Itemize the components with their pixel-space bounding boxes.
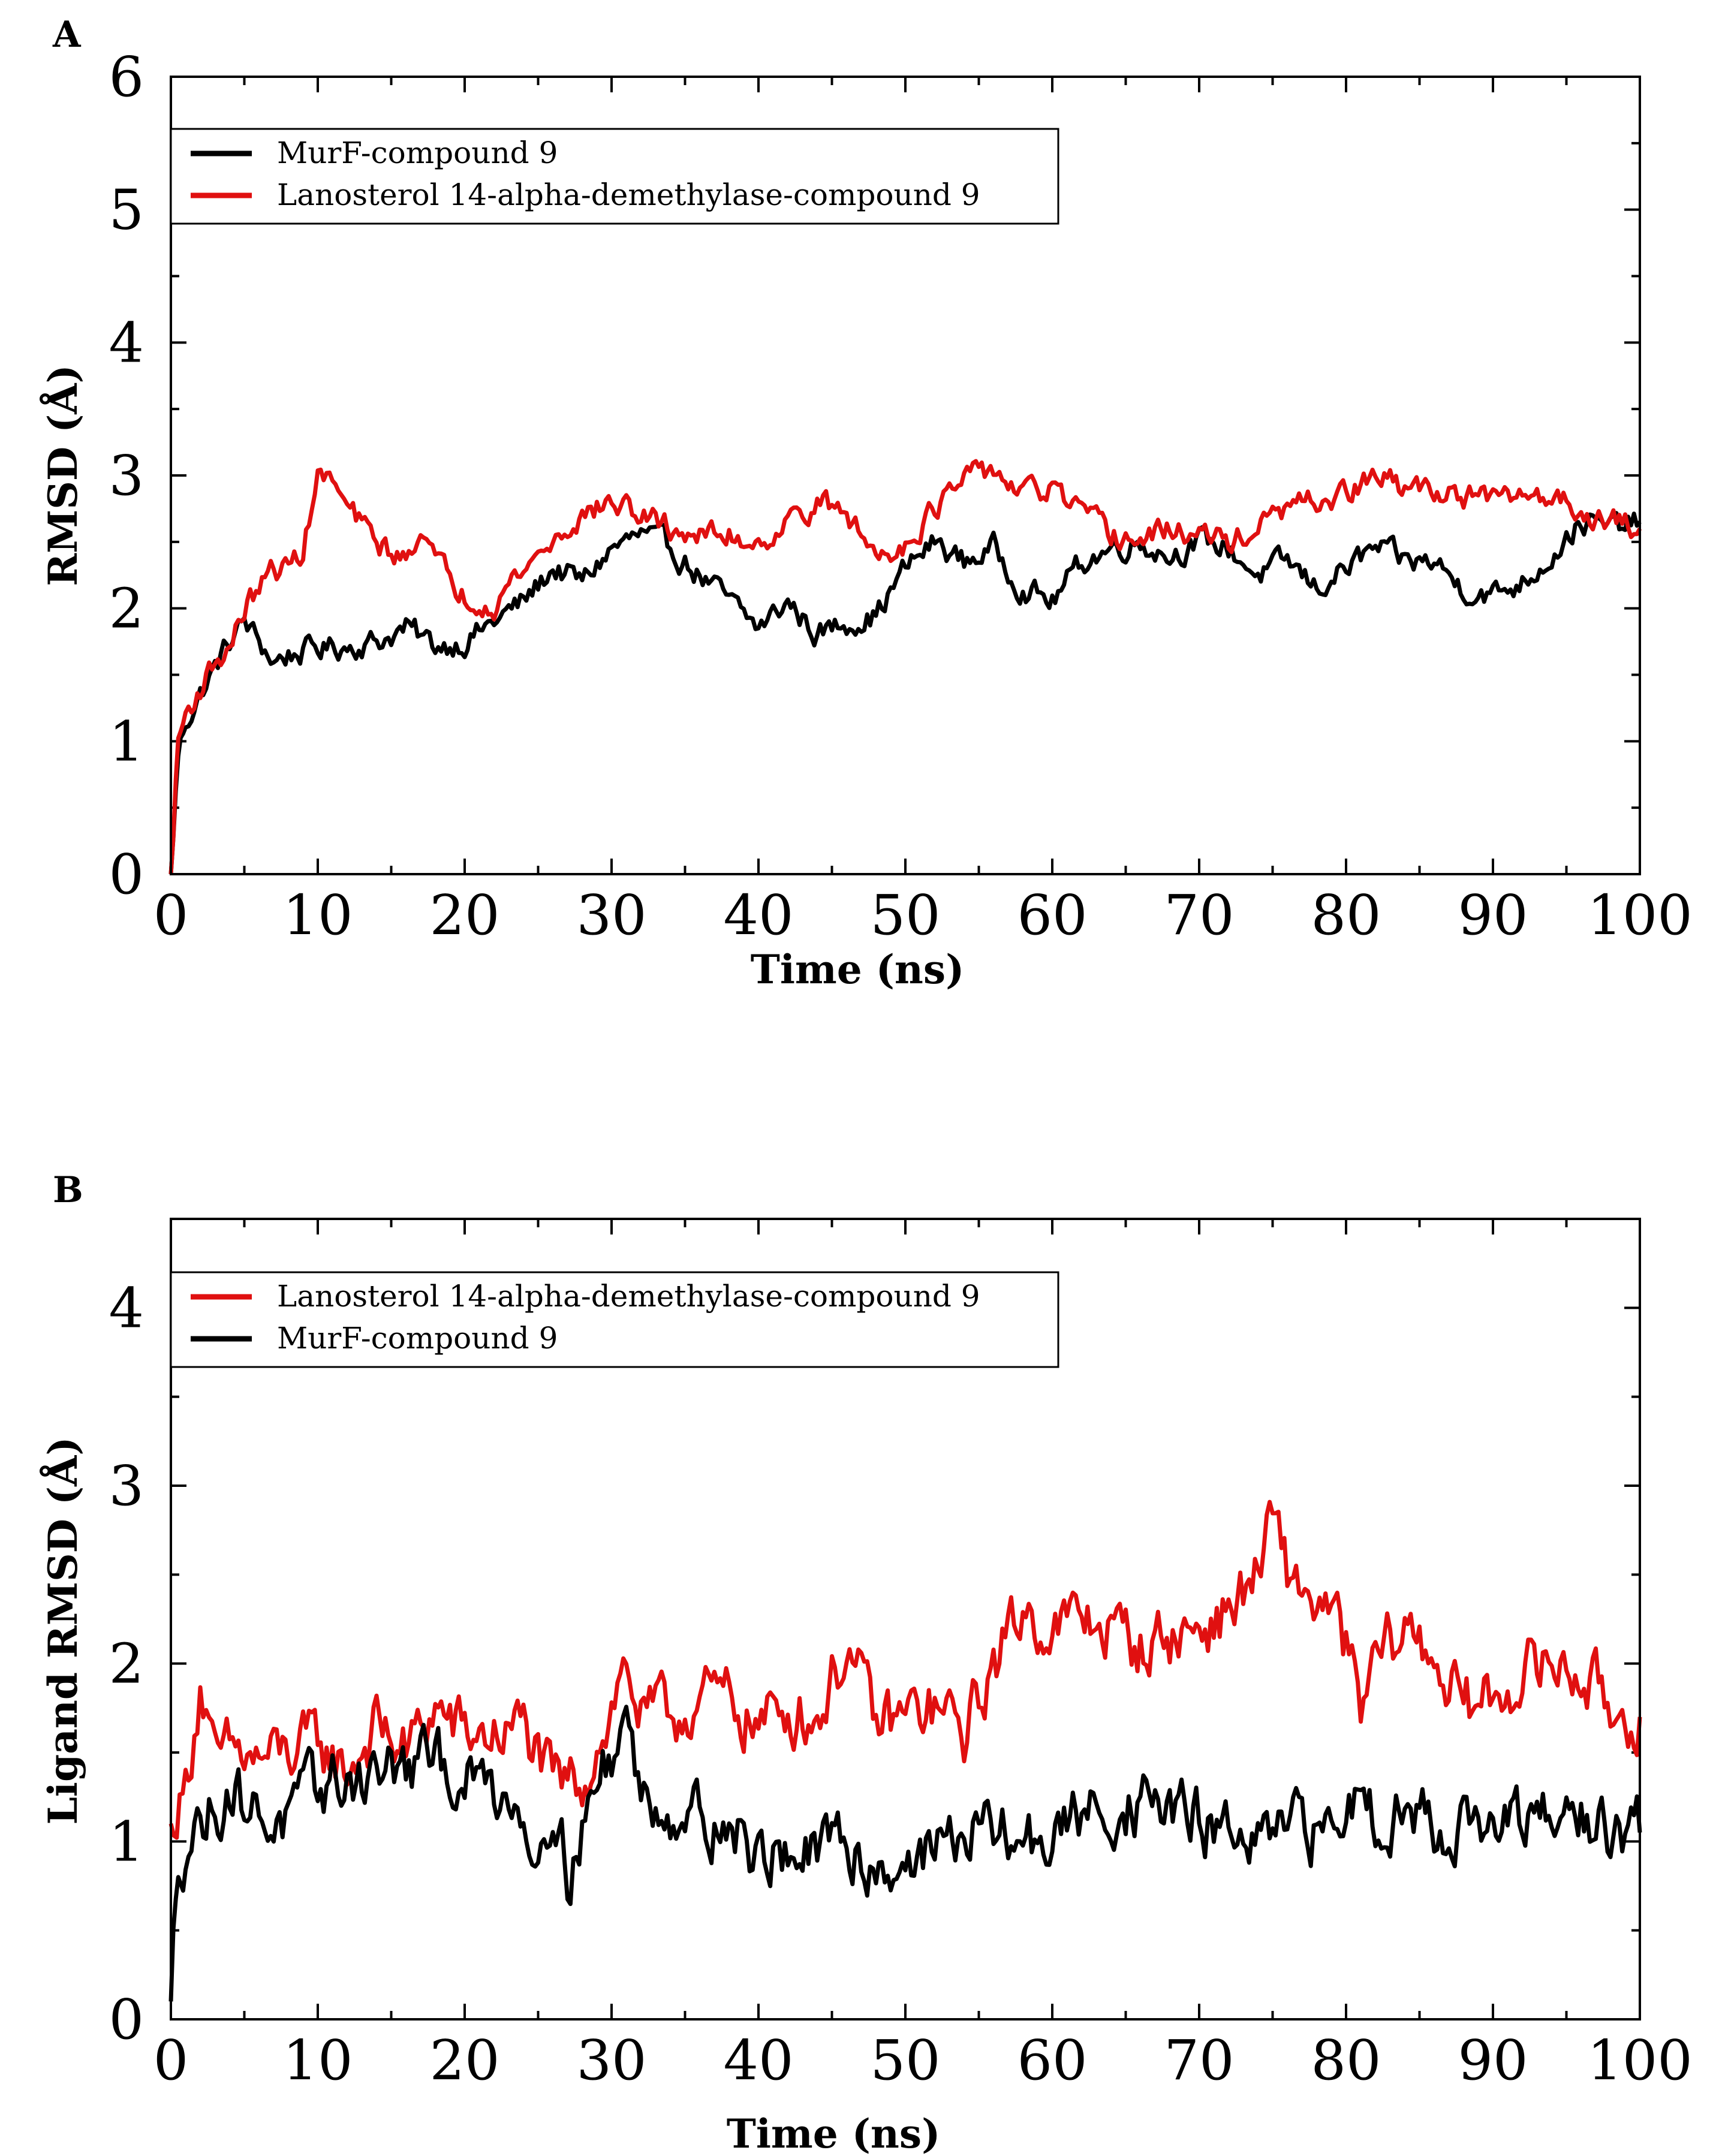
x-tick-label: 30 (576, 2028, 646, 2092)
x-tick-label: 50 (870, 883, 940, 947)
panel-b: B 0 10 20 30 40 50 60 70 80 90 100 0 1 2 3 4 Time (ns)… (40, 1169, 1693, 2156)
x-tick-label: 10 (282, 883, 353, 947)
x-tick-label: 60 (1017, 2028, 1087, 2092)
panel-a-y-axis-title: RMSD (Å) (40, 365, 86, 586)
x-tick-label: 20 (429, 2028, 499, 2092)
panel-a-x-axis-title: Time (ns) (751, 946, 965, 993)
panel-a-x-tick-labels: 0 10 20 30 40 50 60 70 80 90 100 (153, 883, 1693, 947)
series-line-lanosterol-14-alpha-demethylase-compound-9 (168, 459, 1642, 875)
x-tick-label: 10 (282, 2028, 353, 2092)
panel-a-legend-label-0: MurF-compound 9 (277, 135, 558, 170)
y-tick-label: 5 (109, 178, 144, 242)
x-tick-label: 70 (1164, 2028, 1234, 2092)
x-tick-label: 40 (723, 2028, 793, 2092)
x-tick-label: 0 (153, 2028, 189, 2092)
panel-b-legend-label-0: Lanosterol 14-alpha-demethylase-compound… (277, 1279, 980, 1314)
panel-a-legend-box (170, 128, 1059, 225)
y-tick-label: 0 (109, 1988, 144, 2052)
y-tick-label: 1 (109, 709, 144, 773)
y-tick-label: 3 (109, 444, 144, 508)
x-tick-label: 60 (1017, 883, 1087, 947)
y-tick-label: 3 (109, 1454, 144, 1518)
x-tick-label: 80 (1311, 2028, 1381, 2092)
series-line-murf-compound-9 (168, 1705, 1642, 2002)
x-tick-label: 100 (1587, 883, 1693, 947)
panel-a-series (168, 459, 1642, 875)
x-tick-label: 50 (870, 2028, 940, 2092)
panel-a-plot-frame (170, 76, 1641, 875)
y-tick-label: 2 (109, 577, 144, 641)
y-tick-label: 1 (109, 1809, 144, 1874)
y-tick-label: 2 (109, 1632, 144, 1696)
panel-b-series (168, 1499, 1642, 2002)
x-tick-label: 80 (1311, 883, 1381, 947)
panel-b-y-tick-labels: 0 1 2 3 4 (109, 1276, 144, 2052)
series-line-murf-compound-9 (168, 511, 1642, 875)
panel-a-legend-label-1: Lanosterol 14-alpha-demethylase-compound… (277, 177, 980, 212)
x-tick-label: 100 (1587, 2028, 1693, 2092)
y-tick-label: 0 (109, 842, 144, 907)
x-tick-label: 20 (429, 883, 499, 947)
panel-a-label: A (52, 14, 82, 56)
panel-b-plot-frame (170, 1218, 1641, 2021)
x-tick-label: 70 (1164, 883, 1234, 947)
panel-a: A 0 10 20 30 40 50 60 70 80 90 100 0 1 2 3 4 5 6 Time (n… (40, 14, 1693, 993)
x-tick-label: 0 (153, 883, 189, 947)
x-tick-label: 90 (1458, 2028, 1528, 2092)
panel-b-legend-box (170, 1271, 1059, 1368)
x-tick-label: 40 (723, 883, 793, 947)
y-tick-label: 4 (109, 311, 144, 375)
y-tick-label: 4 (109, 1276, 144, 1340)
panel-a-y-tick-labels: 0 1 2 3 4 5 6 (109, 45, 144, 907)
panel-b-x-tick-labels: 0 10 20 30 40 50 60 70 80 90 100 (153, 2028, 1693, 2092)
y-tick-label: 6 (109, 45, 144, 109)
panel-b-legend-label-1: MurF-compound 9 (277, 1321, 558, 1356)
x-tick-label: 90 (1458, 883, 1528, 947)
panel-b-legend: Lanosterol 14-alpha-demethylase-compound… (170, 1271, 1059, 1368)
panel-a-legend: MurF-compound 9 Lanosterol 14-alpha-deme… (170, 128, 1059, 225)
panel-b-x-axis-title: Time (ns) (727, 2110, 941, 2156)
panel-b-y-axis-title: Ligand RMSD (Å) (40, 1437, 86, 1825)
panel-a-ticks (170, 76, 1641, 875)
panel-b-label: B (53, 1169, 83, 1211)
series-line-lanosterol-14-alpha-demethylase-compound-9 (168, 1499, 1642, 1840)
x-tick-label: 30 (576, 883, 646, 947)
